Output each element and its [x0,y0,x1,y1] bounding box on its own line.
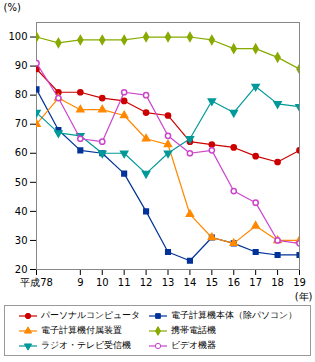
svg-text:60: 60 [15,147,28,158]
svg-text:50: 50 [15,177,28,188]
svg-text:(年): (年) [295,291,313,302]
svg-text:100: 100 [8,31,27,42]
svg-text:13: 13 [162,277,175,288]
svg-text:(%): (%) [4,2,21,13]
html-text:電子計算機本体（除パソコン）: 電子計算機本体（除パソコン） [171,310,297,320]
html-text:電子計算機付属装置: 電子計算機付属装置 [41,325,122,335]
svg-text:15: 15 [205,277,218,288]
svg-text:平成78: 平成78 [20,277,53,288]
svg-text:30: 30 [15,235,28,246]
svg-text:10: 10 [96,277,109,288]
svg-text:40: 40 [15,206,28,217]
svg-text:18: 18 [271,277,284,288]
html-text:ビデオ機器: ビデオ機器 [171,340,216,350]
svg-text:17: 17 [249,277,262,288]
html-text:ラジオ・テレビ受信機: ラジオ・テレビ受信機 [41,340,131,350]
svg-text:16: 16 [227,277,240,288]
svg-text:12: 12 [140,277,153,288]
svg-text:90: 90 [15,60,28,71]
svg-text:14: 14 [184,277,197,288]
html-text:パーソナルコンピュータ: パーソナルコンピュータ [41,310,140,320]
svg-text:70: 70 [15,118,28,129]
svg-text:11: 11 [118,277,131,288]
svg-text:19: 19 [293,277,306,288]
html-text:携帯電話機: 携帯電話機 [171,325,216,335]
svg-text:9: 9 [77,277,83,288]
svg-text:20: 20 [15,264,28,275]
svg-text:80: 80 [15,89,28,100]
